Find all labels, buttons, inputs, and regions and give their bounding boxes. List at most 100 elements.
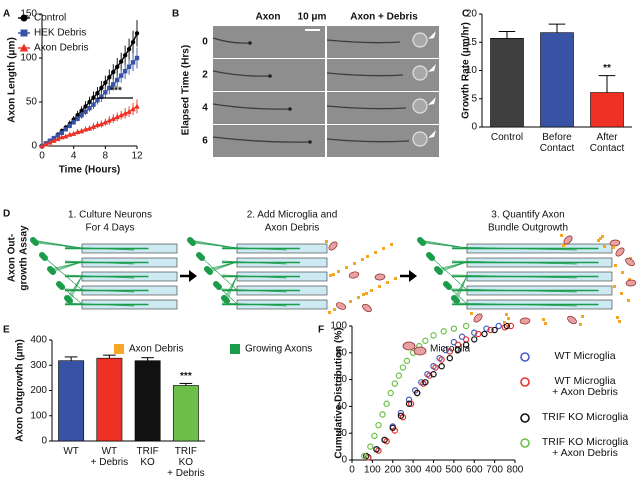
y-tick-label: 100 (20, 53, 37, 64)
neuron (33, 240, 39, 246)
axon-debris (505, 313, 508, 316)
point (471, 336, 478, 343)
neuron (42, 255, 48, 261)
neurite (218, 286, 238, 305)
point (503, 322, 511, 330)
microglia (609, 239, 621, 247)
axon-bundle (221, 260, 287, 265)
step-label: 2. Add Microglia and (247, 210, 338, 221)
marker (94, 122, 101, 128)
x-tick-label: After Contact (589, 132, 625, 154)
axon (326, 138, 410, 143)
microglia (362, 303, 372, 313)
marker (71, 130, 77, 136)
point (397, 412, 405, 419)
x-tick-label: 12 (131, 151, 143, 162)
side-label: Axon Out- (7, 234, 18, 282)
bar (590, 92, 624, 128)
marker (55, 136, 61, 142)
axon-debris (562, 244, 565, 247)
axon-debris (627, 299, 630, 302)
microglia (625, 279, 637, 287)
point (381, 436, 388, 444)
neuron (59, 284, 65, 290)
axon (326, 105, 407, 110)
marker (75, 113, 80, 118)
marker (110, 115, 116, 121)
marker (130, 60, 136, 65)
axon-debris (614, 264, 617, 267)
y-axis-title: Axon Outgrowth (μm) (15, 339, 26, 442)
neurite (201, 257, 238, 291)
marker (43, 141, 49, 147)
axon-debris (581, 315, 584, 318)
legend-label: Control (34, 13, 66, 24)
y-tick-label: 50 (26, 97, 38, 108)
point (507, 322, 515, 330)
x-tick-label: TRIF KO + Debris (167, 446, 205, 479)
point (361, 452, 368, 460)
neurite (431, 257, 468, 291)
step-label: Bundle Outgrowth (488, 223, 568, 234)
marker (95, 98, 100, 103)
axon-bundle (64, 302, 135, 307)
neurite (439, 261, 468, 273)
point (375, 421, 382, 429)
marker (111, 69, 116, 75)
row-label: 0 (202, 37, 208, 48)
legend-label: WT Microglia + Axon Debris (552, 375, 618, 398)
marker (86, 125, 93, 131)
axon-bundle (451, 260, 577, 265)
y-tick-label: 0 (341, 455, 347, 466)
neurite (61, 286, 83, 305)
point (487, 326, 494, 334)
marker (51, 137, 57, 143)
marker (103, 90, 108, 95)
marker (47, 139, 53, 145)
marker (130, 39, 136, 45)
point (430, 371, 437, 378)
y-tick-label: 0 (41, 436, 47, 447)
axon-bundle (221, 288, 287, 293)
axon (212, 37, 251, 44)
marker (130, 106, 136, 112)
microglia (519, 317, 531, 325)
axon-bundle (451, 302, 577, 307)
axon-debris (382, 247, 385, 250)
legend-marker (520, 377, 530, 387)
point (371, 432, 378, 440)
point (462, 322, 470, 330)
panel-label: D (3, 209, 10, 220)
marker (39, 143, 45, 149)
y-tick-label: 15 (466, 37, 478, 48)
scale-bar-label: 10 μm (298, 12, 327, 23)
axon-debris (560, 234, 563, 237)
point (391, 380, 398, 387)
bar (134, 360, 161, 442)
marker (74, 129, 81, 135)
marker (103, 80, 108, 85)
axon (326, 39, 401, 44)
bar (58, 360, 85, 442)
legend-label: TRIF KO Microglia (541, 411, 629, 423)
micrograph-y-title: Elapsed Time (Hrs) (181, 45, 192, 135)
point (475, 330, 482, 338)
step-label: 1. Culture Neurons (68, 210, 152, 221)
marker (79, 108, 84, 114)
arrow-head (189, 270, 197, 282)
axon-debris (329, 274, 332, 277)
x-tick-label: 200 (384, 465, 401, 476)
growth-cone (288, 107, 292, 111)
microglia (563, 235, 573, 245)
y-tick-label: 10 (466, 65, 478, 76)
axon-debris (599, 237, 602, 240)
marker (111, 82, 116, 87)
point (373, 446, 380, 453)
axon (212, 70, 271, 77)
point (395, 372, 403, 379)
microglia (625, 257, 635, 267)
marker (99, 85, 104, 91)
point (367, 443, 374, 450)
marker (134, 31, 140, 36)
axon-debris (345, 266, 348, 269)
